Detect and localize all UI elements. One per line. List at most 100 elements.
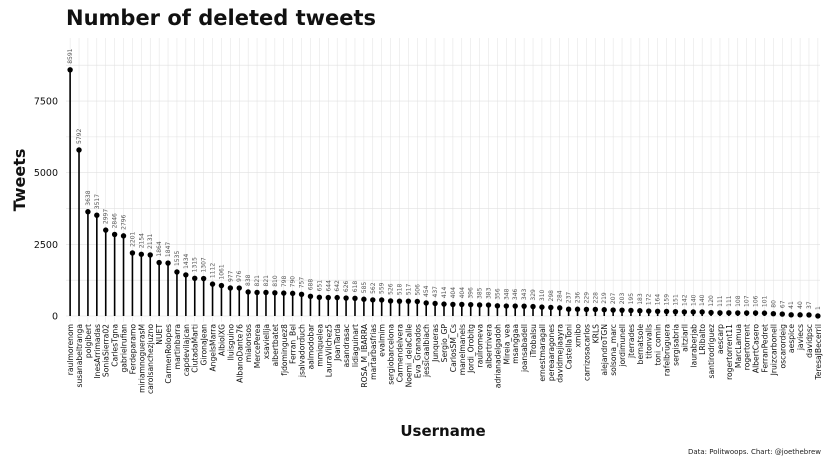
x-tick-label: CiutadaMarti [191,324,200,373]
lollipop-point [761,310,768,316]
chart-caption: Data: Politwoops. Chart: @joethebrew [687,448,821,456]
x-tick-label: capdevilajcan [182,324,191,376]
chart-title: Number of deleted tweets [66,6,377,30]
lollipop-point [316,294,323,301]
lollipop-point [503,303,510,309]
lollipop-point [752,310,759,316]
lollipop-point [672,308,679,315]
data-label: 1315 [192,257,199,272]
data-label: 120 [708,295,715,307]
lollipop-point [699,309,705,315]
lollipop-point [138,251,145,257]
x-tick-label: TeresaJBecerril [814,324,823,381]
data-label: 228 [592,292,599,304]
data-label: 2201 [129,231,136,246]
data-label: 838 [245,274,252,286]
lollipop-point [272,290,278,296]
data-label: 2131 [147,233,154,248]
lollipop-point [76,147,82,153]
x-tick-label: SoniaSierra02 [102,324,111,377]
data-label: 383 [486,287,493,299]
x-tick-label: rogertorrent11 [725,324,734,380]
data-label: 37 [806,301,813,309]
data-label: 437 [432,286,439,298]
data-label: 454 [423,285,430,297]
x-tick-label: gabrielrufian [120,324,129,373]
data-label: 976 [236,270,243,282]
x-axis-title: Username [400,422,485,440]
data-label: 562 [370,282,377,294]
lollipop-point [476,302,483,308]
data-label: 1 [815,306,822,310]
x-tick-label: rogertorrent [743,324,752,370]
lollipop-point [94,212,100,218]
x-tick-label: aitziarll [680,324,689,352]
lollipop-point [343,295,349,301]
x-tick-label: xsaviellja [262,324,271,359]
lollipop-point [263,289,269,296]
lollipop-point [281,290,287,296]
x-tick-label: KRLS [591,324,600,343]
lollipop-point [334,294,340,301]
data-label: 506 [414,284,421,296]
data-label: 1112 [210,263,217,278]
data-label: 343 [521,289,528,301]
x-tick-label: aescarp [716,324,725,354]
lollipop-point [103,227,109,233]
y-tick-label: 7500 [34,97,58,108]
x-tick-label: solsona_marc [609,324,618,376]
lollipop-point [450,301,456,308]
lollipop-point [548,304,554,311]
x-tick-label: oscarordeig [778,324,787,369]
x-tick-label: LRibalto [698,324,707,355]
x-tick-label: bernatsole [636,324,645,365]
data-label: 183 [637,293,644,305]
x-tick-label: javiecs [796,324,805,351]
lollipop-point [797,312,803,318]
data-label: 3517 [94,194,101,209]
lollipop-point [370,297,376,303]
x-tick-label: alejandroTGN [600,324,609,376]
data-label: 618 [352,281,359,293]
lollipop-point [806,312,812,318]
lollipop-point [156,259,162,266]
data-label: 107 [744,295,751,307]
lollipop-point [361,296,367,302]
x-tick-label: sergiobarcelona [387,324,396,385]
data-label: 298 [548,290,555,302]
data-label: 101 [761,295,768,307]
x-tick-label: jsalvadorduch [298,324,307,378]
data-label: 1864 [156,241,163,256]
data-label: 2997 [103,209,110,224]
data-label: 159 [664,294,671,306]
x-tick-label: jterrades [627,324,636,359]
lollipop-point [387,298,394,304]
data-label: 140 [690,294,697,306]
y-tick-label: 2500 [34,240,58,251]
lollipop-point [200,275,207,282]
lollipop-point [227,285,234,291]
x-tick-label: ernestmaragall [538,324,547,382]
x-tick-label: carrizosacarlos [582,324,591,381]
x-tick-label: CarlosSM_Cs [449,324,458,372]
x-tick-label: adrianadelgadoh [493,324,502,388]
data-label: 8591 [67,48,74,63]
lollipop-point [289,290,296,297]
x-tick-label: AlbertCasero [752,324,761,373]
y-tick-label: 5000 [34,168,58,179]
data-label: 404 [450,287,457,299]
data-label: 172 [646,293,653,305]
lollipop-point [557,305,563,311]
x-tick-label: lidiaguinart [351,324,360,367]
x-tick-label: Jruizcarbonell [769,324,778,376]
data-label: 203 [619,293,626,305]
lollipop-point [521,303,527,309]
data-label: 517 [405,284,412,296]
data-label: 559 [379,282,386,294]
lollipop-point [574,306,581,312]
data-label: 2796 [121,214,128,229]
lollipop-point [512,303,518,309]
data-label: 585 [361,282,368,294]
data-label: 329 [530,289,537,301]
